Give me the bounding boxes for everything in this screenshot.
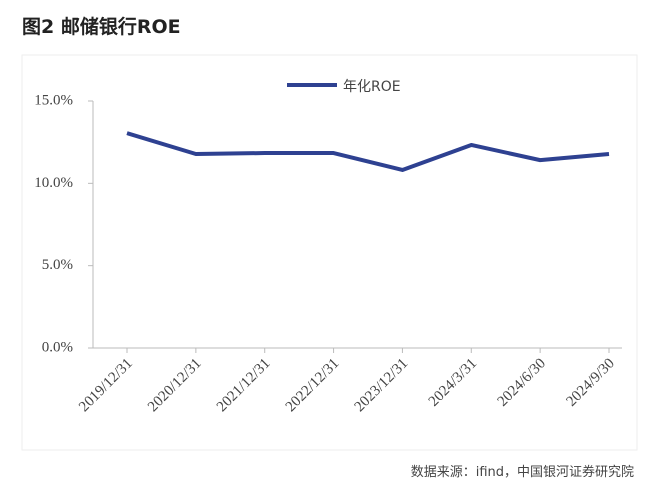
- x-tick-label: 2021/12/31: [214, 356, 274, 416]
- y-tick-label: 15.0%: [34, 92, 73, 108]
- x-tick-label: 2024/6/30: [495, 356, 549, 410]
- legend-label: 年化ROE: [343, 79, 401, 95]
- x-tick-label: 2023/12/31: [352, 356, 412, 416]
- x-tick-label: 2019/12/31: [76, 356, 136, 416]
- chart-frame: [21, 54, 638, 451]
- x-tick-label: 2020/12/31: [145, 356, 205, 416]
- x-tick-label: 2024/9/30: [563, 356, 617, 410]
- data-line: [126, 131, 610, 172]
- y-tick-label: 10.0%: [34, 175, 73, 191]
- chart-title: 图2 邮储银行ROE: [22, 15, 181, 38]
- x-tick-label: 2022/12/31: [283, 356, 343, 416]
- x-tick-label: 2024/3/31: [426, 356, 480, 410]
- y-tick-label: 5.0%: [42, 257, 73, 273]
- source-note: 数据来源：ifind，中国银河证券研究院: [411, 464, 634, 480]
- y-tick-label: 0.0%: [42, 339, 73, 355]
